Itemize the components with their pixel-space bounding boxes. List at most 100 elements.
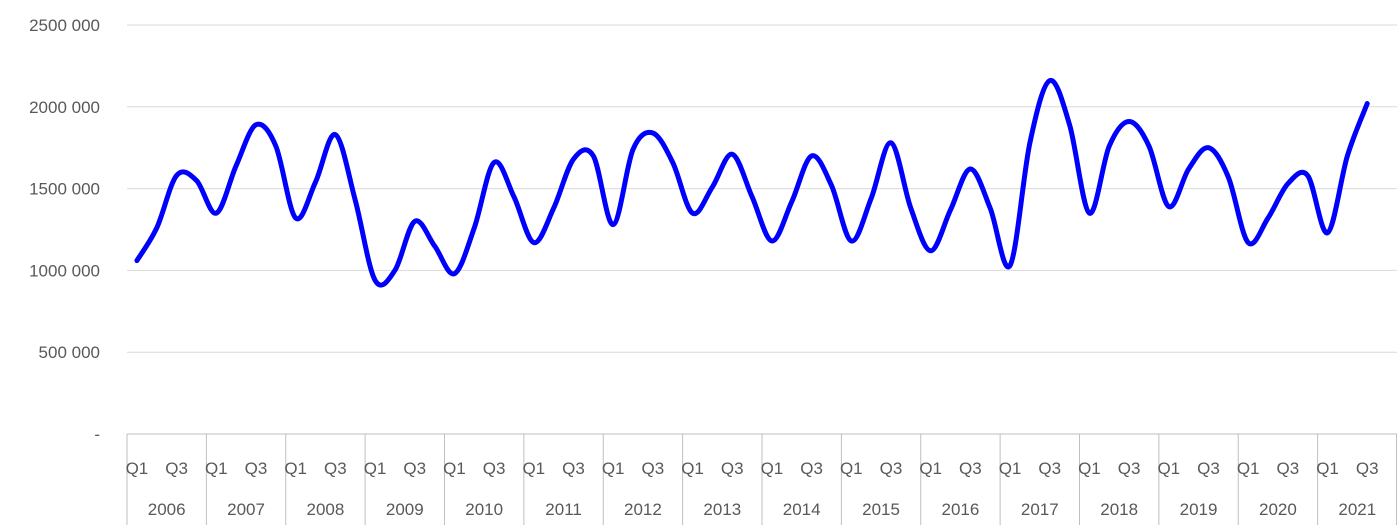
data-point-2009-Q2 bbox=[392, 268, 397, 273]
data-point-2020-Q4 bbox=[1305, 173, 1310, 178]
data-point-2021-Q3 bbox=[1365, 101, 1370, 106]
quarter-label-2012-Q1: Q1 bbox=[602, 459, 625, 478]
data-point-2011-Q1 bbox=[531, 240, 536, 245]
quarter-label-2021-Q1: Q1 bbox=[1316, 459, 1339, 478]
year-label-2011: 2011 bbox=[545, 500, 582, 519]
data-point-2011-Q2 bbox=[551, 206, 556, 211]
data-point-2012-Q4 bbox=[670, 160, 675, 165]
data-point-2012-Q3 bbox=[650, 130, 655, 135]
data-point-2017-Q2 bbox=[1027, 140, 1032, 145]
year-label-2008: 2008 bbox=[307, 500, 345, 519]
data-point-2008-Q2 bbox=[313, 180, 318, 185]
quarter-label-2019-Q3: Q3 bbox=[1197, 459, 1220, 478]
quarter-label-2008-Q3: Q3 bbox=[324, 459, 347, 478]
quarter-label-2016-Q1: Q1 bbox=[919, 459, 942, 478]
y-tick-label-3: 1500 000 bbox=[29, 180, 100, 199]
data-point-2009-Q3 bbox=[412, 219, 417, 224]
data-point-2021-Q1 bbox=[1325, 230, 1330, 235]
data-point-2017-Q4 bbox=[1067, 122, 1072, 127]
data-point-2014-Q4 bbox=[829, 183, 834, 188]
quarter-label-2015-Q1: Q1 bbox=[840, 459, 863, 478]
quarter-label-2013-Q1: Q1 bbox=[681, 459, 704, 478]
data-point-2017-Q1 bbox=[1008, 263, 1013, 268]
quarter-label-2018-Q1: Q1 bbox=[1078, 459, 1101, 478]
quarter-label-2008-Q1: Q1 bbox=[284, 459, 307, 478]
data-point-2007-Q2 bbox=[234, 163, 239, 168]
year-label-2006: 2006 bbox=[148, 500, 186, 519]
year-label-2019: 2019 bbox=[1180, 500, 1218, 519]
series-layer bbox=[134, 78, 1370, 288]
data-point-2006-Q1 bbox=[134, 258, 139, 263]
quarter-label-2010-Q1: Q1 bbox=[443, 459, 466, 478]
quarter-label-2012-Q3: Q3 bbox=[642, 459, 665, 478]
data-point-2016-Q3 bbox=[968, 166, 973, 171]
year-label-2009: 2009 bbox=[386, 500, 424, 519]
data-point-2015-Q2 bbox=[869, 196, 874, 201]
quarter-label-2020-Q1: Q1 bbox=[1237, 459, 1260, 478]
data-point-2016-Q1 bbox=[928, 248, 933, 253]
quarter-label-2015-Q3: Q3 bbox=[880, 459, 903, 478]
data-point-2008-Q4 bbox=[353, 198, 358, 203]
data-point-2016-Q2 bbox=[948, 207, 953, 212]
year-label-2007: 2007 bbox=[227, 500, 265, 519]
data-point-2017-Q3 bbox=[1047, 78, 1052, 83]
data-point-2015-Q3 bbox=[888, 140, 893, 145]
data-point-2011-Q3 bbox=[571, 157, 576, 162]
quarter-label-2009-Q3: Q3 bbox=[403, 459, 426, 478]
data-point-2015-Q1 bbox=[849, 238, 854, 243]
data-point-2018-Q1 bbox=[1087, 211, 1092, 216]
year-label-2010: 2010 bbox=[465, 500, 503, 519]
data-point-2010-Q2 bbox=[472, 225, 477, 230]
year-label-2013: 2013 bbox=[703, 500, 741, 519]
data-point-2018-Q2 bbox=[1107, 144, 1112, 149]
quarter-label-2016-Q3: Q3 bbox=[959, 459, 982, 478]
data-point-2012-Q2 bbox=[631, 147, 636, 152]
quarter-label-2021-Q3: Q3 bbox=[1356, 459, 1379, 478]
data-point-2019-Q2 bbox=[1186, 166, 1191, 171]
quarter-label-2006-Q1: Q1 bbox=[126, 459, 149, 478]
data-point-2012-Q1 bbox=[611, 222, 616, 227]
quarter-label-2007-Q1: Q1 bbox=[205, 459, 228, 478]
quarter-label-2006-Q3: Q3 bbox=[165, 459, 188, 478]
data-point-2019-Q3 bbox=[1206, 145, 1211, 150]
year-label-2021: 2021 bbox=[1338, 500, 1376, 519]
year-label-2014: 2014 bbox=[783, 500, 821, 519]
quarter-label-2019-Q1: Q1 bbox=[1157, 459, 1180, 478]
quarter-label-2020-Q3: Q3 bbox=[1277, 459, 1300, 478]
data-point-2006-Q3 bbox=[174, 173, 179, 178]
data-point-2020-Q3 bbox=[1285, 181, 1290, 186]
y-tick-label-0: - bbox=[94, 425, 100, 444]
data-point-2021-Q2 bbox=[1345, 153, 1350, 158]
quarter-label-2009-Q1: Q1 bbox=[364, 459, 387, 478]
y-tick-label-4: 2000 000 bbox=[29, 98, 100, 117]
data-point-2013-Q4 bbox=[750, 194, 755, 199]
quarter-label-2017-Q3: Q3 bbox=[1038, 459, 1061, 478]
data-point-2019-Q1 bbox=[1166, 204, 1171, 209]
year-label-2016: 2016 bbox=[942, 500, 980, 519]
data-point-2013-Q2 bbox=[710, 184, 715, 189]
data-point-2007-Q1 bbox=[214, 211, 219, 216]
grid-lines bbox=[127, 24, 1397, 353]
data-point-2013-Q3 bbox=[730, 152, 735, 157]
year-label-2015: 2015 bbox=[862, 500, 900, 519]
quarter-label-2011-Q3: Q3 bbox=[562, 459, 585, 478]
quarter-label-2011-Q1: Q1 bbox=[522, 459, 545, 478]
data-point-2016-Q4 bbox=[988, 206, 993, 211]
quarter-label-2014-Q3: Q3 bbox=[800, 459, 823, 478]
series-line bbox=[134, 78, 1370, 288]
y-tick-label-2: 1000 000 bbox=[29, 261, 100, 280]
quarter-label-2013-Q3: Q3 bbox=[721, 459, 744, 478]
data-point-2020-Q1 bbox=[1246, 240, 1251, 245]
data-point-2006-Q4 bbox=[194, 178, 199, 183]
data-point-2018-Q3 bbox=[1127, 119, 1132, 124]
data-point-2013-Q1 bbox=[690, 211, 695, 216]
x-axis: Q1 Q3 2006 Q1 Q3 2007 Q1 Q3 2008 Q1 Q3 2009 Q1 Q3 2010… bbox=[126, 433, 1397, 525]
data-point-2007-Q4 bbox=[273, 144, 278, 149]
quarter-label-2010-Q3: Q3 bbox=[483, 459, 506, 478]
data-point-2015-Q4 bbox=[908, 206, 913, 211]
year-label-2017: 2017 bbox=[1021, 500, 1059, 519]
data-point-2010-Q1 bbox=[452, 271, 457, 276]
data-point-2020-Q2 bbox=[1266, 216, 1271, 221]
data-point-2010-Q4 bbox=[511, 194, 516, 199]
